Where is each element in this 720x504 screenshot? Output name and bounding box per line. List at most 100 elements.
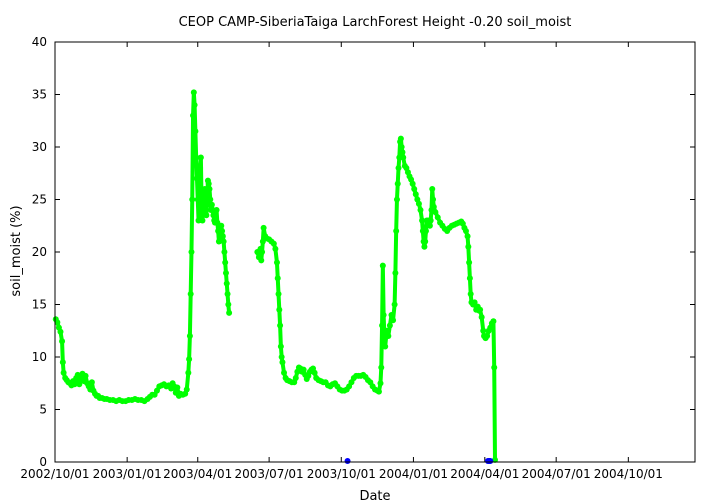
data-point: [429, 186, 436, 192]
data-point: [466, 275, 473, 282]
data-point: [208, 201, 215, 208]
data-point: [260, 224, 267, 231]
data-point: [388, 312, 395, 318]
y-tick-label: 25: [32, 193, 47, 207]
data-point: [395, 165, 402, 171]
data-point: [422, 238, 429, 245]
data-point: [383, 327, 390, 334]
data-point: [270, 240, 277, 247]
data-point: [186, 333, 193, 339]
data-point: [213, 207, 220, 213]
data-point: [344, 457, 351, 464]
data-point: [82, 372, 89, 379]
data-point: [278, 354, 285, 360]
data-point: [427, 217, 434, 224]
data-point: [385, 333, 392, 339]
data-point: [196, 201, 203, 208]
data-point: [197, 154, 204, 161]
x-tick-label: 2003/10/01: [307, 467, 376, 481]
data-point: [300, 366, 307, 373]
y-tick-label: 15: [32, 298, 47, 312]
data-point: [191, 102, 198, 108]
data-point: [311, 369, 318, 376]
data-point: [412, 191, 419, 198]
data-point: [276, 306, 283, 313]
y-tick-label: 10: [32, 350, 47, 364]
x-tick-label: 2003/07/01: [235, 467, 304, 481]
data-point: [393, 228, 400, 234]
data-point: [202, 207, 209, 213]
data-point: [377, 380, 384, 387]
series-soil_moist: [52, 89, 498, 463]
data-point: [201, 186, 208, 192]
data-point: [199, 217, 206, 224]
data-point: [411, 186, 418, 192]
data-point: [462, 228, 469, 234]
x-tick-label: 2002/10/01: [20, 467, 89, 481]
data-point: [380, 312, 387, 318]
data-point: [421, 243, 428, 250]
data-point: [466, 259, 473, 266]
data-point: [484, 333, 491, 339]
data-point: [397, 135, 404, 142]
data-point: [272, 245, 279, 252]
y-tick-label: 5: [39, 403, 47, 417]
data-point: [417, 207, 424, 213]
data-point: [60, 369, 67, 376]
data-point: [379, 262, 386, 269]
data-point: [409, 180, 416, 187]
data-point: [222, 259, 229, 266]
data-point: [273, 259, 280, 266]
data-point: [174, 384, 181, 391]
data-point: [218, 222, 225, 229]
data-point: [378, 364, 385, 371]
data-point: [206, 186, 213, 192]
data-point: [277, 322, 284, 329]
data-point: [197, 165, 204, 171]
data-point: [183, 386, 190, 393]
data-point: [54, 319, 61, 326]
y-tick-label: 35: [32, 88, 47, 102]
data-point: [207, 196, 214, 203]
data-point: [422, 228, 429, 234]
data-point: [398, 144, 405, 150]
data-point: [400, 154, 407, 161]
data-point: [464, 233, 471, 240]
x-tick-label: 2004/01/01: [379, 467, 448, 481]
data-point: [205, 180, 212, 187]
data-point: [193, 154, 200, 161]
data-point: [487, 457, 494, 464]
x-tick-label: 2003/04/01: [163, 467, 232, 481]
data-point: [426, 222, 433, 229]
data-point: [210, 212, 217, 219]
data-point: [394, 180, 401, 187]
data-point: [59, 359, 66, 366]
data-point: [465, 243, 472, 250]
data-point: [467, 291, 474, 297]
y-tick-label: 40: [32, 35, 47, 49]
data-point: [491, 364, 498, 371]
data-point: [279, 359, 286, 366]
data-point: [193, 175, 200, 182]
data-point: [225, 301, 232, 308]
data-point: [379, 322, 386, 329]
y-axis-label: soil_moist (%): [9, 205, 24, 296]
data-point: [57, 328, 64, 335]
data-point: [259, 249, 266, 255]
data-point: [471, 299, 478, 306]
data-point: [190, 112, 197, 119]
data-point: [222, 270, 229, 276]
data-point: [480, 327, 487, 334]
data-point: [203, 212, 210, 219]
plot-series: [52, 89, 498, 464]
data-point: [59, 338, 66, 345]
data-point: [223, 280, 230, 287]
data-point: [281, 369, 288, 376]
data-point: [215, 238, 222, 245]
data-point: [186, 356, 193, 363]
data-point: [392, 270, 399, 276]
data-point: [399, 149, 406, 156]
y-tick-label: 20: [32, 245, 47, 259]
